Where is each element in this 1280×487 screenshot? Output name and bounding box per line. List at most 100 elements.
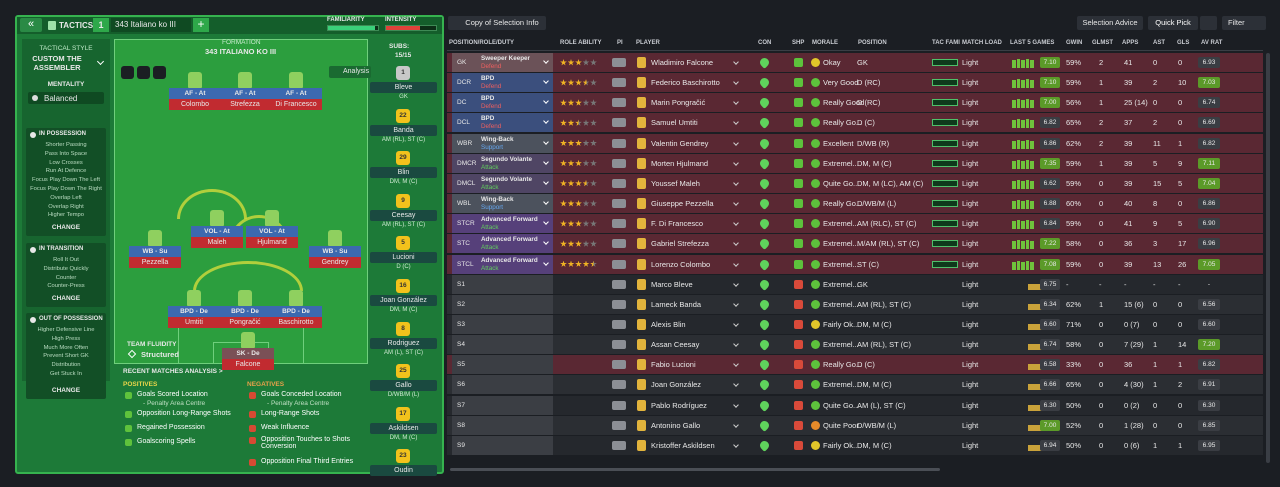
player-name[interactable]: Morten Hjulmand (651, 158, 709, 168)
player-name[interactable]: Di Francesco (270, 99, 322, 110)
column-header[interactable]: GWIN (1066, 40, 1083, 46)
player-name[interactable]: Falcone (222, 359, 274, 370)
player-name[interactable]: Gendrey (309, 257, 361, 268)
column-header[interactable]: MORALE (812, 40, 838, 46)
column-header[interactable]: CON (758, 40, 772, 46)
column-header[interactable]: GLMST (1092, 40, 1113, 46)
column-header[interactable]: APPS (1122, 40, 1139, 46)
sub-name[interactable]: Oudin (370, 465, 437, 477)
change-button[interactable]: CHANGE (51, 387, 81, 394)
player-name[interactable]: Kristoffer Askildsen (651, 440, 715, 450)
table-row[interactable]: DC BPD Defend Marin Pongračić Really Good D (… (447, 93, 1263, 113)
player-role[interactable]: WB - Su (129, 246, 181, 257)
formation-name[interactable]: 343 ITALIANO KO III (205, 47, 277, 56)
pitch-tool[interactable] (153, 66, 166, 79)
player-role[interactable]: AF - At (169, 88, 221, 99)
player-name[interactable]: Federico Baschirotto (651, 78, 720, 88)
column-header[interactable]: LAST 5 GAMES (1010, 40, 1055, 46)
table-row[interactable]: STCR Advanced Forward Attack F. Di Francesc… (447, 214, 1263, 234)
player-name[interactable]: Strefezza (219, 99, 271, 110)
player-name[interactable]: Maleh (191, 237, 243, 248)
table-row[interactable]: WBR Wing-Back Support Valentin Gendrey Excel… (447, 133, 1263, 153)
player-name[interactable]: Umtiti (168, 317, 220, 328)
player-role[interactable]: WB - Su (309, 246, 361, 257)
table-row[interactable]: DMCL Segundo Volante Attack Youssef Maleh Qu… (447, 173, 1263, 193)
player-name[interactable]: Samuel Umtiti (651, 118, 698, 128)
filter[interactable]: Filter (1222, 16, 1266, 30)
column-header[interactable]: SHP (792, 40, 805, 46)
player-name[interactable]: Baschirotto (270, 317, 322, 328)
column-header[interactable]: PLAYER (636, 40, 660, 46)
table-row[interactable]: GK Sweeper Keeper Defend Wladimiro Falcone O… (447, 53, 1263, 72)
table-row[interactable]: WBL Wing-Back Support Giuseppe Pezzella Real… (447, 194, 1263, 214)
player-role[interactable]: VOL - At (191, 226, 243, 237)
player-name[interactable]: Assan Ceesay (651, 340, 700, 350)
player-name[interactable]: Fabio Lucioni (651, 360, 696, 370)
player-name[interactable]: Valentin Gendrey (651, 138, 709, 148)
player-name[interactable]: Marin Pongračić (651, 98, 706, 108)
sub-name[interactable]: Gallo (370, 380, 437, 392)
quick-pick-menu[interactable] (1200, 16, 1217, 30)
player-name[interactable]: Antonino Gallo (651, 420, 701, 430)
player-name[interactable]: Joan González (651, 380, 702, 390)
table-row[interactable]: S1 Marco Bleve Extremel... GK Light 6.75- - - - -… (447, 274, 1263, 294)
table-row[interactable]: S4 Assan Ceesay Extremel... AM (RL), ST (C)… (447, 335, 1263, 355)
table-row[interactable]: S6 Joan González Extremel... DM, M (C) Light… (447, 375, 1263, 395)
player-name[interactable]: Youssef Maleh (651, 178, 700, 188)
player-name[interactable]: Colombo (169, 99, 221, 110)
player-name[interactable]: Alexis Blin (651, 319, 686, 329)
player-name[interactable]: F. Di Francesco (651, 219, 704, 229)
sub-name[interactable]: Bleve (370, 82, 437, 93)
column-header[interactable]: MATCH LOAD (962, 40, 1002, 46)
sub-name[interactable]: Ceesay (370, 209, 437, 221)
column-header[interactable]: AST (1153, 40, 1165, 46)
sub-name[interactable]: Lucioni (370, 252, 437, 264)
player-role[interactable]: AF - At (219, 88, 271, 99)
table-row[interactable]: S3 Alexis Blin Fairly Ok... DM, M (C) Light 6… (447, 314, 1263, 334)
column-header[interactable]: PI (617, 40, 623, 46)
column-header[interactable]: POSITION (858, 40, 887, 46)
table-row[interactable]: S5 Fabio Lucioni Really Go... D (C) Light 6.5… (447, 355, 1263, 375)
player-name[interactable]: Lorenzo Colombo (651, 259, 711, 269)
sub-name[interactable]: Joan González (370, 295, 437, 306)
player-role[interactable]: AF - At (270, 88, 322, 99)
table-row[interactable]: DCL BPD Defend Samuel Umtiti Really Go... D (… (447, 113, 1263, 133)
quick-pick[interactable]: Quick Pick (1148, 16, 1198, 30)
player-name[interactable]: Pezzella (129, 257, 181, 268)
table-row[interactable]: S7 Pablo Rodríguez Quite Go... AM (L), ST (… (447, 395, 1263, 415)
column-header[interactable]: POSITION/ROLE/DUTY (449, 40, 515, 46)
player-role[interactable]: BPD - De (219, 306, 271, 317)
collapse-button[interactable]: « (20, 18, 42, 32)
mentality-dropdown[interactable]: Balanced (28, 92, 104, 104)
player-name[interactable]: Wladimiro Falcone (651, 58, 714, 67)
player-name[interactable]: Gabriel Strefezza (651, 239, 709, 249)
tactic-dropdown[interactable]: 343 Italiano ko III (111, 18, 191, 32)
table-row[interactable]: STCL Advanced Forward Attack Lorenzo Colomb… (447, 254, 1263, 274)
table-row[interactable]: S8 Antonino Gallo Quite Poor D/WB/M (L) Ligh… (447, 415, 1263, 435)
player-name[interactable]: Pongračić (219, 317, 271, 328)
pitch-tool[interactable] (121, 66, 134, 79)
sub-name[interactable]: Askildsen (370, 422, 437, 434)
view-dropdown[interactable]: Copy of Selection Info (448, 16, 546, 30)
column-header[interactable]: TAC FAMI (932, 40, 960, 46)
column-header[interactable]: AV RAT (1201, 40, 1223, 46)
table-row[interactable]: DMCR Segundo Volante Attack Morten Hjulmand… (447, 153, 1263, 173)
sub-name[interactable]: Banda (370, 124, 437, 136)
analysis-button[interactable]: Analysis (329, 66, 371, 78)
column-header[interactable]: GLS (1177, 40, 1190, 46)
slot-number[interactable]: 1 (93, 18, 109, 32)
table-row[interactable]: STC Advanced Forward Attack Gabriel Strefez… (447, 234, 1263, 254)
sub-name[interactable]: Rodriguez (370, 337, 437, 349)
player-name[interactable]: Pablo Rodríguez (651, 400, 707, 410)
player-name[interactable]: Lameck Banda (651, 299, 702, 309)
player-role[interactable]: BPD - De (270, 306, 322, 317)
player-name[interactable]: Giuseppe Pezzella (651, 199, 714, 209)
change-button[interactable]: CHANGE (51, 295, 81, 302)
table-row[interactable]: S9 Kristoffer Askildsen Fairly Ok... DM, M … (447, 435, 1263, 455)
add-tactic[interactable]: + (193, 18, 209, 32)
table-row[interactable]: DCR BPD Defend Federico Baschirotto Very Goo… (447, 73, 1263, 93)
sub-name[interactable]: Blin (370, 167, 437, 179)
player-role[interactable]: BPD - De (168, 306, 220, 317)
selection-advice[interactable]: Selection Advice (1077, 16, 1143, 30)
pitch-tool[interactable] (137, 66, 150, 79)
